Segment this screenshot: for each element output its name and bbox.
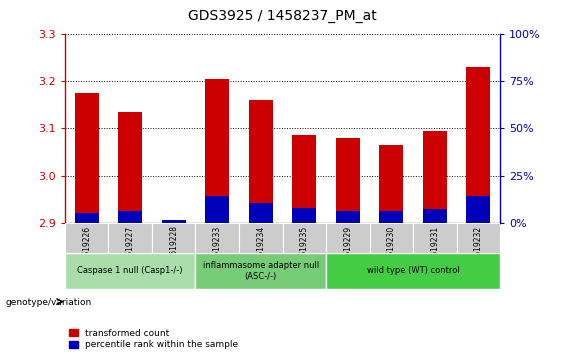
Legend: transformed count, percentile rank within the sample: transformed count, percentile rank withi… [69,329,238,349]
Text: GSM619228: GSM619228 [170,225,178,272]
Text: GSM619226: GSM619226 [82,225,91,272]
Text: GSM619227: GSM619227 [126,225,134,272]
FancyBboxPatch shape [152,223,195,253]
FancyBboxPatch shape [282,223,326,253]
Bar [118,112,142,211]
Bar [466,195,490,223]
Bar [249,203,273,223]
Bar [379,211,403,223]
Text: inflammasome adapter null
(ASC-/-): inflammasome adapter null (ASC-/-) [203,261,319,280]
Bar [205,195,229,223]
Bar [379,145,403,211]
Text: GSM619229: GSM619229 [344,225,352,272]
FancyBboxPatch shape [326,223,370,253]
Text: GSM619234: GSM619234 [257,225,265,272]
Text: GSM619230: GSM619230 [387,225,396,272]
FancyBboxPatch shape [108,223,152,253]
FancyBboxPatch shape [195,223,239,253]
Text: Caspase 1 null (Casp1-/-): Caspase 1 null (Casp1-/-) [77,266,183,275]
Bar [292,136,316,208]
Bar [162,220,186,223]
FancyBboxPatch shape [413,223,457,253]
Bar [423,209,447,223]
FancyBboxPatch shape [195,253,326,289]
Bar [205,79,229,195]
Bar [336,138,360,211]
Text: wild type (WT) control: wild type (WT) control [367,266,459,275]
FancyBboxPatch shape [65,223,108,253]
Text: GSM619233: GSM619233 [213,225,221,272]
Bar [466,67,490,195]
Text: GSM619235: GSM619235 [300,225,308,272]
FancyBboxPatch shape [457,223,500,253]
Bar [118,211,142,223]
Bar [75,213,99,223]
Bar [423,131,447,209]
Bar [336,211,360,223]
FancyBboxPatch shape [65,253,195,289]
Bar [75,93,99,213]
FancyBboxPatch shape [370,223,413,253]
Text: GSM619232: GSM619232 [474,225,483,272]
Bar [249,100,273,203]
Text: genotype/variation: genotype/variation [6,298,92,307]
Bar [292,208,316,223]
Text: GDS3925 / 1458237_PM_at: GDS3925 / 1458237_PM_at [188,9,377,23]
FancyBboxPatch shape [239,223,282,253]
Text: GSM619231: GSM619231 [431,225,439,272]
FancyBboxPatch shape [326,253,500,289]
